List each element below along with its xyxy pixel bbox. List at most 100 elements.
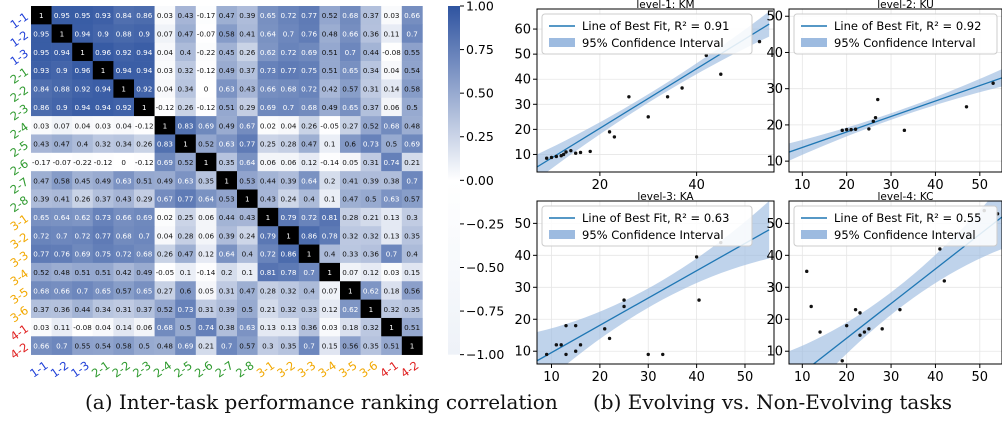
data-point: [680, 86, 684, 90]
heatmap-cell: [31, 42, 52, 62]
heatmap-value: 0.03: [383, 11, 399, 20]
heatmap-cell: [381, 97, 403, 117]
heatmap-value: 0.1: [324, 195, 335, 204]
confidence-band: [537, 201, 770, 364]
heatmap-value: -0.08: [73, 323, 92, 332]
heatmap-value: 0.06: [383, 103, 399, 112]
legend-line-label: Line of Best Fit, R² = 0.63: [582, 211, 729, 225]
y-tick-label: 10: [514, 148, 531, 163]
heatmap-cell: [216, 42, 238, 62]
y-tick-label: 40: [514, 249, 531, 264]
heatmap-value: 0.72: [301, 213, 317, 222]
heatmap-cell: [319, 24, 341, 43]
heatmap-value: 0.7: [303, 341, 314, 350]
heatmap-cell: [381, 299, 403, 319]
heatmap-cell: [51, 134, 73, 154]
heatmap-value: 0.04: [280, 121, 296, 130]
heatmap-value: 0.72: [280, 48, 296, 57]
heatmap-value: 0.79: [280, 213, 296, 222]
fit-line: [537, 229, 770, 362]
heatmap-value: 0.5: [180, 323, 191, 332]
heatmap-value: 0.56: [342, 341, 358, 350]
heatmap-value: 1: [39, 11, 44, 20]
heatmap-cell: [360, 61, 382, 80]
heatmap-cell: [381, 42, 403, 62]
heatmap-cell: [134, 42, 155, 62]
heatmap-value: 0.68: [342, 11, 358, 20]
heatmap-cell: [51, 281, 73, 300]
heatmap-cell: [31, 336, 52, 355]
heatmap-value: 0.86: [33, 103, 49, 112]
heatmap-cell: [360, 79, 382, 99]
heatmap-value: 0.95: [54, 11, 70, 20]
heatmap-cell: [237, 207, 258, 227]
data-point: [665, 95, 670, 99]
heatmap-cell: [72, 6, 94, 25]
heatmap-cell: [237, 61, 258, 80]
heatmap-cell: [340, 281, 361, 300]
heatmap-value: 0.53: [239, 176, 255, 185]
colorbar: [448, 6, 460, 355]
heatmap-value: 0.66: [54, 286, 70, 295]
heatmap-value: 0.47: [54, 140, 70, 149]
heatmap-cell: [195, 226, 217, 245]
data-point: [867, 327, 871, 331]
data-point: [858, 311, 862, 315]
data-point: [809, 304, 813, 309]
data-point: [622, 304, 626, 309]
heatmap-cell: [340, 116, 361, 135]
heatmap-value: 0.63: [383, 195, 399, 204]
legend-line-label: Line of Best Fit, R² = 0.92: [834, 19, 981, 33]
heatmap-value: 0.64: [54, 213, 70, 222]
heatmap-value: 0.51: [219, 103, 235, 112]
heatmap-value: 0.86: [301, 231, 317, 240]
heatmap-cell: [401, 6, 423, 25]
heatmap-row-label: 1-2: [8, 28, 31, 50]
data-point: [849, 127, 853, 132]
data-point: [853, 127, 858, 131]
heatmap-cell: [72, 262, 94, 282]
heatmap-value: 0.7: [221, 341, 232, 350]
heatmap-cell: [154, 299, 176, 319]
heatmap-row-label: 3-5: [8, 285, 31, 307]
heatmap-cell: [381, 189, 403, 209]
heatmap-value: 1: [142, 103, 147, 112]
heatmap-cell: [134, 79, 155, 99]
scatter-panel: level-3: KA 10 20 30 40 50 10 20 30 40 50 Line of B…: [514, 191, 775, 385]
heatmap-value: 0.32: [383, 305, 399, 314]
heatmap-value: 0.4: [242, 250, 254, 259]
y-tick-label: 10: [766, 155, 783, 170]
heatmap-cell: [360, 226, 382, 245]
heatmap-cell: [381, 61, 403, 80]
heatmap-cell: [175, 207, 197, 227]
heatmap-value: 0.13: [383, 231, 399, 240]
heatmap-cell: [195, 152, 217, 172]
heatmap-value: 0.92: [116, 103, 132, 112]
heatmap-value: 0.29: [239, 103, 255, 112]
heatmap-cell: [278, 299, 300, 319]
heatmap-cell: [51, 317, 73, 337]
y-tick-label: 20: [766, 118, 783, 133]
heatmap-cell: [298, 189, 320, 209]
colorbar-tick-label: 0.00: [466, 173, 494, 188]
heatmap-cell: [175, 171, 197, 190]
heatmap-value: 1: [389, 323, 394, 332]
heatmap-value: 1: [204, 158, 209, 167]
colorbar-tick-label: 1.00: [466, 0, 494, 14]
heatmap-cell: [278, 61, 300, 80]
heatmap-cell: [175, 24, 197, 43]
heatmap-value: 0.69: [177, 341, 193, 350]
heatmap-cell: [401, 281, 423, 300]
x-tick-label: 50: [972, 178, 989, 193]
heatmap-cell: [51, 226, 73, 245]
heatmap-value: 0.47: [342, 195, 358, 204]
heatmap-cell: [257, 226, 279, 245]
heatmap-value: -0.17: [197, 11, 216, 20]
caption-a: (a) Inter-task performance ranking corre…: [85, 390, 558, 414]
heatmap-cell: [257, 152, 279, 172]
heatmap-cell: [278, 97, 300, 117]
heatmap-value: 0.12: [363, 268, 379, 277]
data-point: [818, 330, 822, 334]
heatmap-cell: [237, 299, 258, 319]
heatmap-cell: [134, 336, 155, 355]
